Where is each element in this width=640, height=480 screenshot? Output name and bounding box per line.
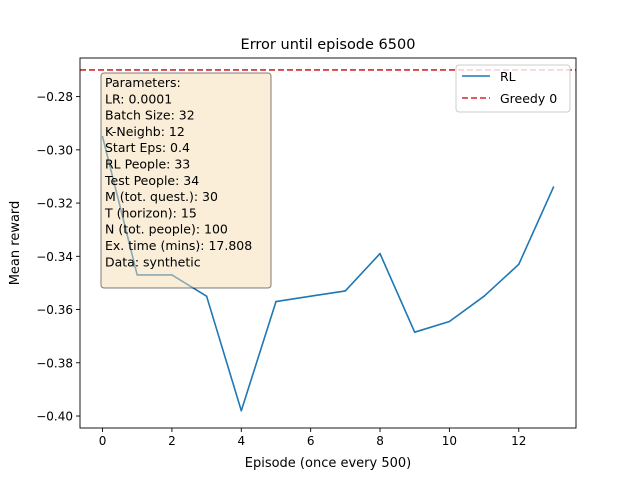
y-tick-label: −0.38 — [36, 356, 73, 370]
x-tick-label: 6 — [307, 434, 315, 448]
x-tick-label: 12 — [511, 434, 526, 448]
rl-data-point — [379, 252, 381, 255]
annotation-line: K-Neighb: 12 — [105, 124, 185, 139]
x-tick-label: 8 — [376, 434, 384, 448]
rl-data-point — [240, 409, 243, 412]
legend: RL Greedy 0 — [455, 64, 571, 113]
y-tick-label: −0.32 — [36, 197, 73, 211]
x-axis-label: Episode (once every 500) — [245, 456, 411, 471]
annotation-line: LR: 0.0001 — [105, 91, 172, 106]
y-tick-label: −0.34 — [36, 250, 73, 264]
annotation-line: N (tot. people): 100 — [105, 222, 228, 237]
annotation-box — [100, 72, 272, 289]
rl-data-point — [448, 320, 451, 323]
y-axis-label: Mean reward — [8, 201, 23, 286]
chart-title: Error until episode 6500 — [241, 37, 416, 53]
rl-data-point — [552, 186, 555, 188]
annotation-line: T (horizon): 15 — [104, 205, 197, 220]
rl-data-point — [344, 290, 347, 292]
rl-data-point — [205, 295, 208, 298]
annotation-line: Parameters: — [105, 75, 181, 90]
annotation-line: M (tot. quest.): 30 — [105, 189, 218, 204]
x-axis: 0 2 4 6 8 10 12 — [99, 428, 526, 448]
y-tick-label: −0.40 — [36, 410, 73, 424]
rl-data-point — [413, 331, 416, 333]
annotation-line: RL People: 33 — [105, 157, 190, 172]
annotation-line: Test People: 34 — [104, 173, 199, 188]
x-tick-label: 4 — [237, 434, 245, 448]
rl-data-point — [275, 300, 277, 303]
annotation-line: Ex. time (mins): 17.808 — [105, 238, 252, 253]
plot-frame — [79, 57, 577, 429]
x-tick-label: 2 — [168, 434, 176, 448]
annotation-line: Start Eps: 0.4 — [105, 140, 190, 155]
y-tick-label: −0.36 — [36, 303, 73, 317]
parameters-annotation: Parameters:LR: 0.0001 Batch Size: 32K-Nei… — [100, 72, 272, 289]
y-tick-label: −0.28 — [36, 90, 73, 104]
x-tick-label: 10 — [442, 434, 457, 448]
y-axis: −0.28 −0.30 −0.32 −0.34 −0.36 −0.38 −0.40 — [36, 90, 80, 424]
y-tick-label: −0.30 — [36, 143, 73, 157]
annotation-line: Batch Size: 32 — [105, 108, 195, 123]
x-tick-label: 0 — [99, 434, 107, 448]
legend-label: Greedy 0 — [500, 91, 557, 106]
rl-data-point — [483, 295, 485, 298]
annotation-line: Data: synthetic — [105, 254, 201, 269]
rl-data-point — [309, 295, 312, 298]
legend-label: RL — [500, 69, 516, 84]
rl-data-point — [517, 263, 520, 266]
